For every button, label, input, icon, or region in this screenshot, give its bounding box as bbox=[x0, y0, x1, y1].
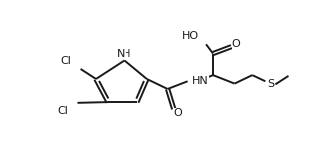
Text: S: S bbox=[267, 79, 274, 89]
Text: HN: HN bbox=[192, 76, 209, 86]
Text: H: H bbox=[123, 49, 130, 59]
Text: HO: HO bbox=[182, 31, 199, 41]
Text: O: O bbox=[173, 108, 182, 118]
Text: Cl: Cl bbox=[60, 56, 71, 66]
Text: Cl: Cl bbox=[57, 106, 68, 116]
Text: O: O bbox=[232, 39, 241, 49]
Text: N: N bbox=[117, 49, 126, 59]
